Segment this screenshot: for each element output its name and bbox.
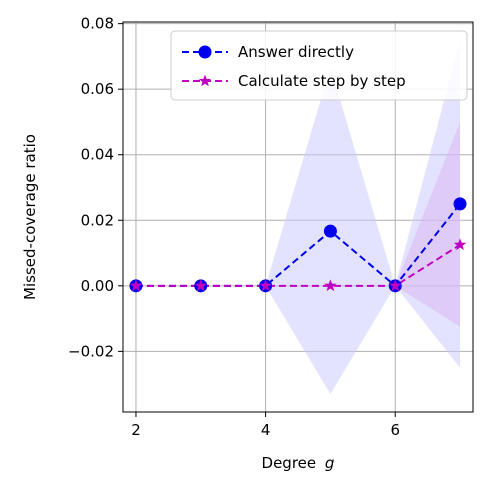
legend-label: Answer directly (238, 43, 354, 61)
series-band (135, 40, 461, 394)
x-axis-label: Degree g (262, 454, 335, 472)
data-point (323, 224, 337, 238)
data-point (129, 279, 143, 292)
y-tick-label: 0.08 (81, 15, 114, 33)
y-tick-label: 0.02 (81, 211, 114, 229)
x-axis-label-text: Degree (262, 454, 317, 472)
data-point (389, 279, 402, 292)
legend-marker (198, 45, 212, 59)
confidence-bands (135, 40, 461, 394)
data-point (324, 279, 337, 292)
x-tick-label: 6 (390, 421, 400, 439)
series-markers (129, 197, 467, 293)
y-axis-label: Missed-coverage ratio (21, 134, 39, 300)
x-tick-label: 4 (261, 421, 271, 439)
y-tick-label: 0.00 (81, 277, 114, 295)
y-tick-label: 0.04 (81, 146, 114, 164)
legend-label: Calculate step by step (238, 72, 406, 90)
data-point (194, 279, 207, 292)
y-tick-label: 0.06 (81, 80, 114, 98)
data-point (453, 197, 467, 211)
data-point (259, 279, 272, 292)
legend-box (170, 30, 468, 101)
legend-marker (198, 74, 212, 87)
legend: Answer directly Calculate step by step (170, 30, 468, 101)
y-tick-label: −0.02 (68, 342, 114, 360)
plot-frame (122, 21, 474, 413)
x-axis-label-variable: g (325, 454, 335, 472)
data-point (453, 238, 467, 251)
axis-ticks: 2 4 6 −0.02 0.00 0.02 0.04 0.06 0.08 (68, 15, 400, 439)
x-tick-label: 2 (131, 421, 141, 439)
